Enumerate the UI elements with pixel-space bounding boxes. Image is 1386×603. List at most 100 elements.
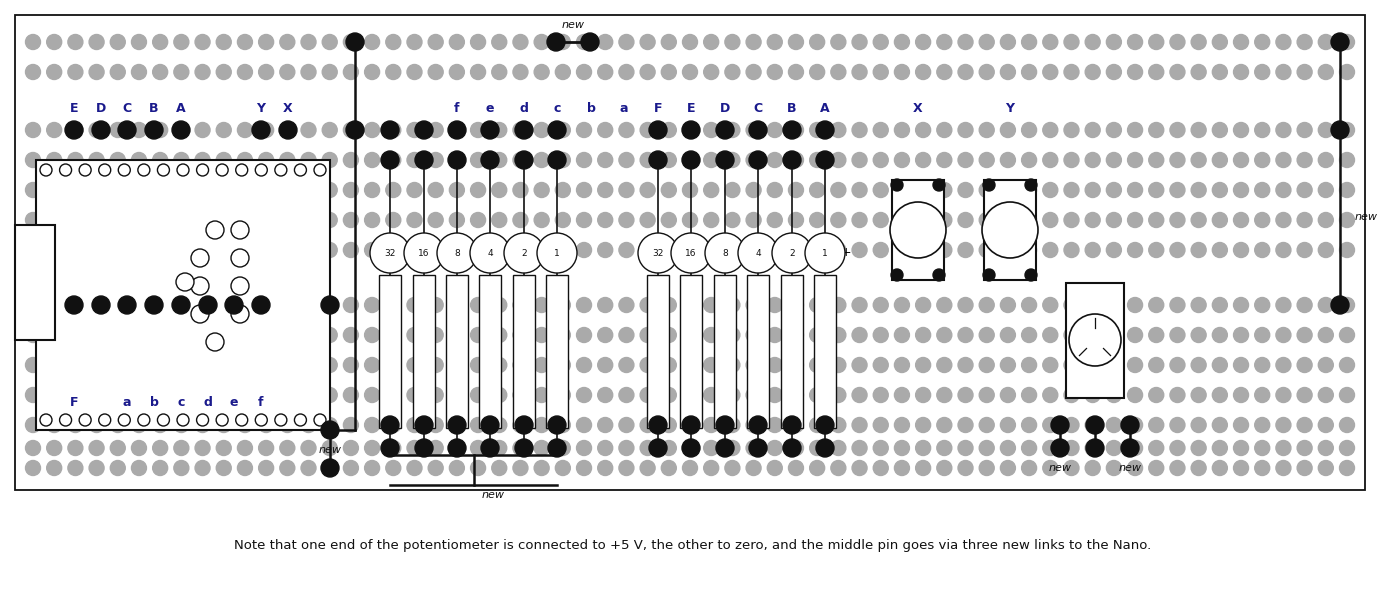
- Circle shape: [682, 416, 700, 434]
- Circle shape: [259, 242, 273, 257]
- Circle shape: [1042, 327, 1058, 343]
- Circle shape: [237, 153, 252, 168]
- Circle shape: [891, 269, 904, 281]
- Circle shape: [513, 122, 528, 137]
- Circle shape: [1297, 242, 1313, 257]
- Circle shape: [682, 417, 697, 432]
- Circle shape: [1170, 358, 1185, 373]
- Circle shape: [259, 34, 273, 49]
- Circle shape: [1085, 65, 1100, 80]
- Circle shape: [47, 153, 62, 168]
- Text: 8: 8: [455, 248, 460, 257]
- Circle shape: [1331, 33, 1349, 51]
- Circle shape: [1021, 65, 1037, 80]
- Circle shape: [516, 151, 534, 169]
- Circle shape: [746, 358, 761, 373]
- Circle shape: [1042, 153, 1058, 168]
- Circle shape: [471, 212, 485, 227]
- Circle shape: [1106, 461, 1121, 476]
- Circle shape: [725, 212, 740, 227]
- Circle shape: [620, 441, 633, 455]
- Circle shape: [1318, 358, 1333, 373]
- Circle shape: [768, 297, 782, 312]
- Circle shape: [471, 441, 485, 455]
- Circle shape: [958, 122, 973, 137]
- Circle shape: [1128, 417, 1142, 432]
- Circle shape: [216, 122, 231, 137]
- Circle shape: [1213, 122, 1228, 137]
- Circle shape: [471, 461, 485, 476]
- Circle shape: [47, 297, 62, 312]
- Circle shape: [916, 183, 930, 198]
- Circle shape: [344, 441, 359, 455]
- Circle shape: [1021, 122, 1037, 137]
- Circle shape: [1085, 212, 1100, 227]
- Circle shape: [68, 183, 83, 198]
- Circle shape: [301, 153, 316, 168]
- Circle shape: [79, 164, 91, 176]
- Circle shape: [132, 212, 147, 227]
- Circle shape: [536, 233, 577, 273]
- Circle shape: [47, 388, 62, 402]
- Circle shape: [746, 34, 761, 49]
- Circle shape: [980, 65, 994, 80]
- Circle shape: [725, 34, 740, 49]
- Circle shape: [322, 441, 337, 455]
- Circle shape: [47, 417, 62, 432]
- Circle shape: [746, 327, 761, 343]
- Circle shape: [47, 183, 62, 198]
- Circle shape: [301, 34, 316, 49]
- Circle shape: [1128, 212, 1142, 227]
- Circle shape: [937, 358, 952, 373]
- Circle shape: [980, 212, 994, 227]
- Circle shape: [1213, 65, 1228, 80]
- Circle shape: [937, 122, 952, 137]
- Circle shape: [852, 242, 868, 257]
- Circle shape: [1128, 441, 1142, 455]
- Circle shape: [746, 212, 761, 227]
- Circle shape: [173, 417, 188, 432]
- Circle shape: [1149, 297, 1164, 312]
- Circle shape: [68, 65, 83, 80]
- Circle shape: [768, 441, 782, 455]
- Circle shape: [768, 417, 782, 432]
- Circle shape: [1318, 441, 1333, 455]
- Circle shape: [1318, 242, 1333, 257]
- Circle shape: [111, 34, 125, 49]
- Circle shape: [725, 388, 740, 402]
- Circle shape: [1277, 297, 1290, 312]
- Circle shape: [958, 358, 973, 373]
- Circle shape: [937, 388, 952, 402]
- Circle shape: [640, 242, 656, 257]
- Circle shape: [830, 388, 845, 402]
- Circle shape: [1339, 358, 1354, 373]
- Circle shape: [1254, 153, 1270, 168]
- Circle shape: [1128, 153, 1142, 168]
- Circle shape: [407, 153, 421, 168]
- Text: a: a: [123, 396, 132, 408]
- Circle shape: [1213, 212, 1228, 227]
- Circle shape: [1001, 183, 1016, 198]
- Circle shape: [132, 122, 147, 137]
- Circle shape: [137, 414, 150, 426]
- Circle shape: [280, 34, 295, 49]
- Circle shape: [68, 358, 83, 373]
- Circle shape: [556, 417, 570, 432]
- Circle shape: [407, 358, 421, 373]
- Circle shape: [620, 65, 633, 80]
- Circle shape: [873, 441, 888, 455]
- Circle shape: [830, 65, 845, 80]
- Circle shape: [1149, 212, 1164, 227]
- Circle shape: [365, 388, 380, 402]
- Circle shape: [152, 34, 168, 49]
- Circle shape: [1128, 183, 1142, 198]
- Circle shape: [1277, 212, 1290, 227]
- Circle shape: [237, 183, 252, 198]
- Circle shape: [640, 441, 656, 455]
- Circle shape: [428, 388, 444, 402]
- Circle shape: [983, 202, 1038, 258]
- Circle shape: [933, 269, 945, 281]
- Circle shape: [68, 212, 83, 227]
- Circle shape: [873, 122, 888, 137]
- Circle shape: [252, 121, 270, 139]
